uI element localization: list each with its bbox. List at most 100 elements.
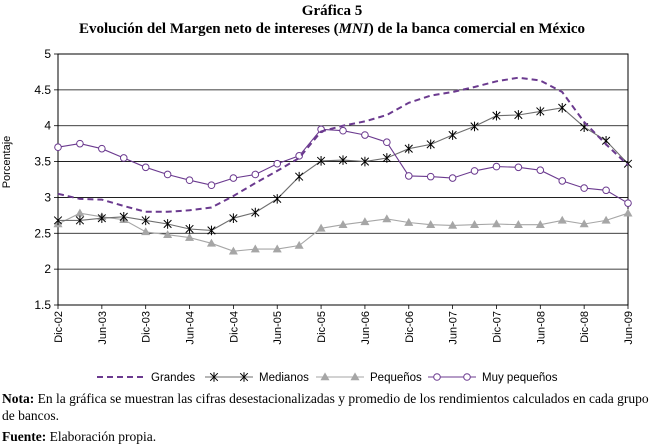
data-point-muy-pequeños <box>602 186 610 195</box>
data-point-muy-pequeños <box>361 131 369 139</box>
data-point-pequeños <box>250 244 260 253</box>
data-point-medianos <box>97 213 106 224</box>
chart-note: Nota: En la gráfica se muestran las cifr… <box>2 390 662 424</box>
y-tick-label: 2.5 <box>34 226 51 240</box>
data-point-medianos <box>163 219 172 229</box>
data-point-muy-pequeños <box>383 138 391 147</box>
data-point-medianos <box>316 156 326 166</box>
data-point-muy-pequeños <box>492 162 501 171</box>
data-point-muy-pequeños <box>229 174 238 182</box>
legend-label-medianos: Medianos <box>259 372 309 384</box>
data-point-muy-pequeños <box>404 172 413 180</box>
data-point-medianos <box>53 215 63 226</box>
x-tick-label: Dic-06 <box>404 311 416 343</box>
data-point-medianos <box>536 106 545 117</box>
legend-label-pequeños: Pequeños <box>370 372 422 384</box>
chart-source: Fuente: Elaboración propia. <box>2 428 662 445</box>
data-point-muy-pequeños <box>448 174 457 182</box>
legend-marker-pequeños <box>350 372 360 381</box>
data-point-medianos <box>360 156 370 167</box>
data-point-muy-pequeños <box>141 163 150 172</box>
data-point-medianos <box>470 121 479 132</box>
data-point-muy-pequeños <box>470 167 479 175</box>
data-point-medianos <box>448 130 457 140</box>
legend-marker-muy-pequeños <box>463 373 471 381</box>
data-point-pequeños <box>185 232 195 241</box>
x-tick-label: Jun-06 <box>360 311 372 345</box>
source-text: Elaboración propia. <box>46 429 157 444</box>
data-point-pequeños <box>448 220 458 229</box>
y-tick-label: 5 <box>44 47 51 61</box>
data-point-muy-pequeños <box>426 172 435 181</box>
y-tick-label: 2 <box>44 262 51 276</box>
legend: Grandes Medianos Pequeños Muy pequeños <box>97 372 558 384</box>
plot-frame <box>57 53 629 306</box>
data-point-medianos <box>404 143 413 154</box>
y-tick-label: 3 <box>44 190 51 204</box>
data-point-medianos <box>185 224 194 234</box>
data-point-pequeños <box>513 220 523 228</box>
data-point-pequeños <box>623 208 633 217</box>
data-point-medianos <box>207 225 216 236</box>
chart-title-post: ) de la banca comercial en México <box>368 21 586 37</box>
x-tick-label: Dic-02 <box>53 311 65 343</box>
data-point-muy-pequeños <box>624 199 632 207</box>
note-text: En la gráfica se muestran las cifras des… <box>2 391 649 423</box>
data-point-pequeños <box>228 246 238 255</box>
data-point-muy-pequeños <box>295 152 303 160</box>
data-point-muy-pequeños <box>54 143 62 152</box>
x-tick-label: Jun-08 <box>535 311 547 345</box>
x-tick-label: Dic-04 <box>228 311 240 343</box>
data-point-pequeños <box>360 217 370 226</box>
data-point-medianos <box>382 153 391 163</box>
data-point-muy-pequeños <box>207 181 216 190</box>
axes: 1.5 2 2.5 3 3.5 4 4.5 5 Dic-02 Jun-03 Dic-03 Jun-04… <box>34 47 635 345</box>
data-point-pequeños <box>491 219 501 228</box>
data-point-medianos <box>251 207 260 218</box>
chart-title-pre: Evolución del Margen neto de intereses ( <box>78 21 339 37</box>
data-point-pequeños <box>601 215 611 224</box>
x-tick-label: Jun-04 <box>185 311 197 345</box>
data-point-muy-pequeños <box>98 144 106 153</box>
data-point-medianos <box>295 171 304 182</box>
data-point-pequeños <box>470 220 480 228</box>
legend-marker-muy-pequeños <box>433 373 441 381</box>
data-point-medianos <box>338 155 348 165</box>
note-label: Nota: <box>2 391 35 406</box>
data-point-pequeños <box>316 223 326 232</box>
chart-title-abbrev: MNI <box>338 21 369 37</box>
data-point-pequeños <box>206 238 216 247</box>
chart-title: Evolución del Margen neto de intereses (… <box>0 20 664 38</box>
source-label: Fuente: <box>2 429 47 444</box>
series-line-grandes <box>57 76 629 213</box>
data-point-muy-pequeños <box>339 126 347 135</box>
data-point-medianos <box>273 194 282 204</box>
x-tick-label: Dic-08 <box>579 311 591 343</box>
data-point-medianos <box>426 139 435 150</box>
x-tick-label: Dic-03 <box>141 311 153 343</box>
y-axis-label: Porcentaje <box>1 136 13 189</box>
data-point-muy-pequeños <box>163 170 172 179</box>
data-point-muy-pequeños <box>185 176 194 185</box>
series-group <box>53 76 633 255</box>
data-point-muy-pequeños <box>514 163 523 172</box>
data-point-pequeños <box>272 244 282 253</box>
data-point-pequeños <box>426 220 436 228</box>
data-point-pequeños <box>382 214 392 223</box>
data-point-medianos <box>514 110 523 120</box>
y-tick-label: 3.5 <box>34 155 51 169</box>
x-tick-label: Jun-07 <box>448 311 460 345</box>
x-tick-label: Dic-05 <box>316 311 328 343</box>
legend-label-grandes: Grandes <box>151 372 195 384</box>
x-tick-label: Dic-07 <box>491 311 503 343</box>
y-tick-label: 4 <box>44 119 51 133</box>
data-point-pequeños <box>557 215 567 224</box>
data-point-muy-pequeños <box>273 159 282 168</box>
data-point-muy-pequeños <box>536 166 545 174</box>
data-point-pequeños <box>404 217 414 226</box>
x-tick-label: Jun-09 <box>623 311 635 345</box>
data-point-pequeños <box>141 227 151 236</box>
data-point-muy-pequeños <box>119 154 128 162</box>
legend-marker-pequeños <box>320 372 330 381</box>
data-point-medianos <box>119 211 128 222</box>
